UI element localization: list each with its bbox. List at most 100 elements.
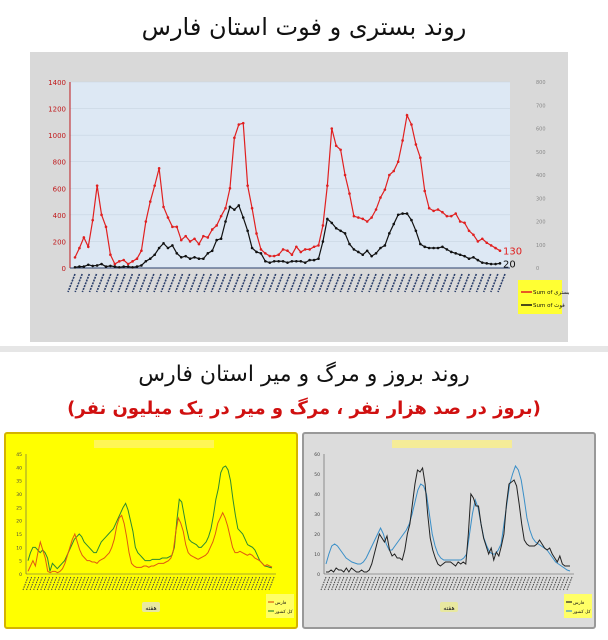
- series-line-1-point: [357, 250, 360, 254]
- series-line-1-point: [171, 244, 174, 247]
- series-line-1-point: [184, 254, 187, 258]
- x-tick-label: [346, 273, 356, 293]
- series-line-0-point: [233, 136, 236, 140]
- series-line-0-point: [237, 123, 241, 126]
- series-line-0-point: [202, 234, 205, 238]
- y-tick-label: 0: [62, 265, 66, 273]
- series-line-1-point: [241, 216, 245, 219]
- y-tick-label: 60: [314, 452, 320, 458]
- series-line-1-point: [264, 259, 267, 263]
- series-line-1-point: [392, 222, 396, 226]
- series-line-1-point: [458, 253, 462, 257]
- x-tick-label: [468, 273, 478, 293]
- series-line-1-point: [427, 246, 431, 250]
- series-line-0-point: [166, 216, 170, 219]
- y2-tick-label: 100: [536, 243, 546, 249]
- x-tick-label: [497, 273, 506, 293]
- x-tick-label: [160, 273, 169, 293]
- series-line-1-point: [193, 256, 196, 259]
- series-line-1-point: [73, 266, 77, 269]
- series-line-1-point: [303, 261, 307, 264]
- series-line-1-point: [343, 232, 347, 235]
- series-line-0-point: [427, 206, 431, 210]
- y2-tick-label: 600: [536, 127, 546, 133]
- series-line-0-point: [140, 249, 143, 253]
- x-tick-label: [353, 273, 363, 293]
- series-line-0-point: [348, 192, 351, 195]
- series-line-1-point: [419, 242, 422, 246]
- series-line-1-point: [361, 253, 365, 257]
- x-tick-label: [103, 273, 112, 293]
- series-line-1-point: [148, 257, 152, 260]
- series-line-0-point: [454, 212, 458, 215]
- series-line-0-point: [396, 160, 400, 164]
- x-tick-label: [67, 273, 76, 293]
- series-line-0-point: [463, 221, 466, 225]
- x-tick-label: [325, 273, 334, 293]
- series-line-1-point: [237, 204, 241, 207]
- series-line-0-point: [343, 173, 347, 177]
- series-line-1-point: [374, 252, 378, 255]
- series-line-1-point: [281, 259, 285, 263]
- series-line-0-point: [303, 248, 307, 251]
- series-line-0-point: [480, 237, 484, 241]
- legend-box: [266, 594, 294, 618]
- series-line-1-point: [450, 250, 453, 254]
- series-line-1-point: [286, 261, 289, 264]
- series-line-1-point: [259, 252, 263, 255]
- x-tick-label: [203, 273, 212, 293]
- series-line-1-point: [498, 262, 502, 265]
- series-line-0-point: [388, 173, 391, 177]
- series-line-1-point: [100, 262, 103, 266]
- series-line-1-point: [157, 246, 161, 250]
- x-tick-label: [117, 273, 126, 293]
- series-line-1-point: [321, 240, 325, 243]
- y-tick-label: 5: [19, 559, 22, 565]
- series-line-1-point: [82, 265, 86, 268]
- x-tick-label: [267, 273, 277, 293]
- series-line-1-point: [414, 229, 418, 233]
- series-line-1: [326, 466, 570, 573]
- x-tick-label: [382, 273, 392, 293]
- series-line-1-point: [330, 221, 334, 225]
- chart-title-box: [94, 440, 214, 448]
- x-tick-label: [490, 273, 499, 293]
- series-line-0-point: [405, 113, 409, 117]
- y-tick-label: 30: [16, 492, 22, 498]
- series-line-0-point: [100, 213, 103, 217]
- series-line-0-point: [153, 184, 156, 187]
- series-line-1-point: [140, 264, 143, 267]
- series-line-0-point: [224, 206, 227, 210]
- x-tick-label: [418, 273, 427, 293]
- series-line-1-point: [113, 265, 117, 268]
- x-tick-label: [425, 273, 435, 293]
- y-tick-label: 25: [16, 505, 22, 511]
- series-line-0-point: [210, 228, 214, 231]
- series-line-1-point: [166, 246, 170, 250]
- x-tick-label: [461, 273, 470, 293]
- y-tick-label: 40: [314, 492, 320, 498]
- series-line-1-point: [432, 246, 435, 250]
- x-tick-label: [131, 273, 141, 293]
- x-axis-label: هفته: [145, 605, 156, 612]
- series-line-1-point: [122, 265, 125, 268]
- series-line-0-point: [423, 189, 427, 193]
- x-tick-label: [361, 273, 370, 293]
- legend-entry: فارس: [573, 601, 584, 606]
- series-line-1-point: [489, 262, 493, 266]
- series-line-0-point: [365, 220, 369, 223]
- x-tick-label: [289, 273, 298, 293]
- x-tick-label: [196, 273, 205, 293]
- y-tick-label: 200: [53, 238, 66, 246]
- series-line-0-point: [241, 121, 245, 125]
- series-line-0-point: [392, 169, 396, 173]
- series-line-0-point: [264, 252, 267, 255]
- series-line-1-point: [233, 208, 236, 211]
- x-tick-label: [375, 273, 384, 293]
- hospitalization-death-chart: 0 200 400 600 800 1000 1200 1400 0 100 200 300 400 50…: [30, 52, 570, 342]
- series-line-0-point: [162, 205, 165, 209]
- series-line-1-point: [91, 264, 95, 268]
- x-tick-label: [81, 273, 91, 293]
- series-line-1-point: [78, 265, 81, 268]
- x-tick-label: [303, 273, 313, 293]
